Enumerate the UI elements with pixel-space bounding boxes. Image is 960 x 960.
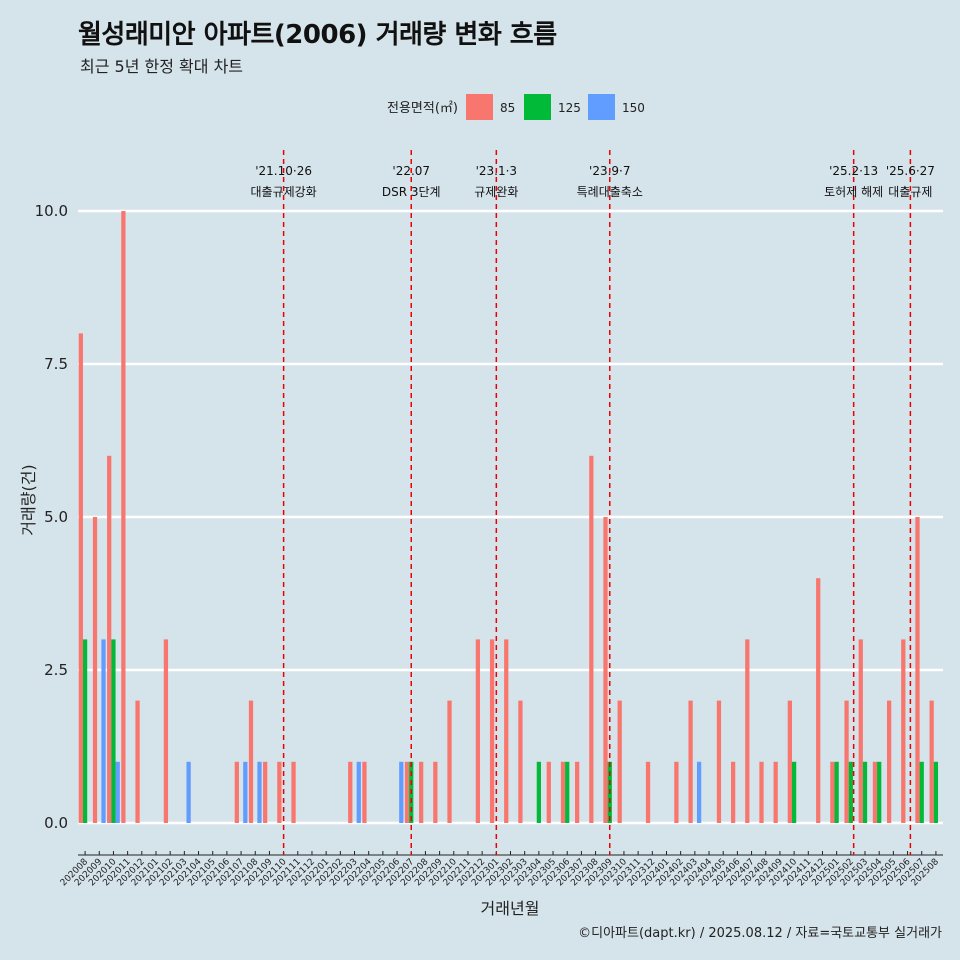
bar-150-202010 bbox=[115, 761, 120, 823]
bar-85-202504 bbox=[872, 761, 878, 823]
bar-85-202209 bbox=[433, 761, 438, 823]
bar-150-202206 bbox=[399, 761, 404, 823]
event-label: 특례대출축소 bbox=[577, 185, 643, 199]
bar-85-202503 bbox=[858, 639, 863, 823]
source-caption: ©디아파트(dapt.kr) / 2025.08.12 / 자료=국토교통부 실… bbox=[578, 926, 942, 941]
bar-85-202312 bbox=[645, 761, 651, 823]
bar-125-202008 bbox=[82, 639, 88, 823]
legend-title: 전용면적(㎡) bbox=[387, 101, 458, 116]
y-tick-label: 2.5 bbox=[44, 661, 68, 679]
bar-85-202107 bbox=[234, 761, 239, 823]
bar-125-202304 bbox=[536, 761, 541, 823]
event-date: '23.1·3 bbox=[476, 164, 517, 178]
bar-85-202408 bbox=[759, 761, 764, 823]
event-label: 대출규제 bbox=[888, 185, 932, 199]
event-date: '23.9·7 bbox=[589, 164, 630, 178]
bar-85-202012 bbox=[135, 700, 140, 823]
event-label: DSR 3단계 bbox=[382, 185, 441, 199]
bar-85-202210 bbox=[447, 700, 452, 823]
bar-150-202009 bbox=[101, 639, 106, 823]
bar-85-202412 bbox=[816, 578, 821, 823]
bar-125-202508 bbox=[933, 761, 939, 823]
legend-swatch-150 bbox=[588, 94, 615, 120]
bar-85-202305 bbox=[546, 761, 551, 823]
bar-85-202508 bbox=[929, 700, 934, 823]
y-axis-title: 거래량(건) bbox=[19, 464, 38, 535]
bar-150-202103 bbox=[186, 761, 191, 823]
bar-85-202506 bbox=[901, 639, 906, 823]
event-label: 규제완화 bbox=[474, 185, 518, 199]
bar-85-202302 bbox=[504, 639, 509, 823]
event-date: '21.10·26 bbox=[255, 164, 312, 178]
event-date: '22.07 bbox=[392, 164, 430, 178]
chart-subtitle: 최근 5년 한정 확대 차트 bbox=[80, 57, 244, 76]
bar-85-202308 bbox=[589, 455, 594, 823]
event-label: 대출규제강화 bbox=[250, 185, 316, 199]
bar-85-202301 bbox=[489, 639, 495, 823]
bar-85-202011 bbox=[121, 211, 126, 823]
bar-85-202409 bbox=[773, 761, 778, 823]
bar-125-202010 bbox=[111, 639, 116, 823]
bar-85-202505 bbox=[886, 700, 892, 823]
bar-125-202410 bbox=[791, 761, 797, 823]
bar-85-202502 bbox=[844, 700, 849, 823]
bar-85-202405 bbox=[716, 700, 722, 823]
bar-125-202501 bbox=[834, 761, 839, 823]
bar-85-202407 bbox=[745, 639, 750, 823]
bar-85-202204 bbox=[362, 761, 367, 823]
event-label: 토허제 해제 bbox=[824, 185, 883, 199]
y-tick-label: 5.0 bbox=[44, 508, 68, 526]
y-tick-label: 7.5 bbox=[44, 355, 68, 373]
chart-title: 월성래미안 아파트(2006) 거래량 변화 흐름 bbox=[78, 20, 557, 50]
bar-85-202507 bbox=[915, 517, 920, 823]
bar-85-202110 bbox=[277, 761, 282, 823]
bar-85-202310 bbox=[617, 700, 622, 823]
bar-85-202203 bbox=[348, 761, 353, 823]
bar-85-202010 bbox=[107, 455, 112, 823]
y-tick-label: 10.0 bbox=[35, 202, 68, 220]
bar-85-202309 bbox=[603, 517, 608, 823]
bar-125-202504 bbox=[877, 761, 882, 823]
legend-label-85: 85 bbox=[500, 101, 515, 115]
bar-85-202108 bbox=[248, 700, 254, 823]
event-date: '25.6·27 bbox=[886, 164, 935, 178]
bar-85-202306 bbox=[560, 761, 566, 823]
bar-125-202507 bbox=[919, 761, 924, 823]
bar-85-202410 bbox=[787, 700, 792, 823]
bar-125-202306 bbox=[565, 761, 570, 823]
bar-85-202403 bbox=[688, 700, 693, 823]
y-tick-label: 0.0 bbox=[44, 814, 68, 832]
bar-85-202402 bbox=[674, 761, 679, 823]
bar-150-202107 bbox=[243, 761, 248, 823]
legend-swatch-125 bbox=[524, 94, 551, 120]
bar-85-202303 bbox=[518, 700, 523, 823]
x-axis-title: 거래년월 bbox=[481, 899, 540, 918]
bar-85-202111 bbox=[291, 761, 296, 823]
bar-85-202208 bbox=[419, 761, 424, 823]
bar-85-202307 bbox=[575, 761, 580, 823]
legend-label-125: 125 bbox=[558, 101, 581, 115]
event-date: '25.2·13 bbox=[829, 164, 878, 178]
legend-label-150: 150 bbox=[622, 101, 645, 115]
bar-150-202108 bbox=[257, 761, 262, 823]
bar-85-202406 bbox=[731, 761, 736, 823]
bar-125-202502 bbox=[848, 761, 853, 823]
bar-85-202102 bbox=[163, 639, 169, 823]
bar-85-202109 bbox=[263, 761, 268, 823]
bar-125-202503 bbox=[862, 761, 868, 823]
bar-150-202403 bbox=[696, 761, 702, 823]
bar-85-202501 bbox=[830, 761, 835, 823]
bar-85-202212 bbox=[475, 639, 481, 823]
bar-85-202008 bbox=[78, 333, 83, 823]
bar-85-202207 bbox=[404, 761, 410, 823]
bar-150-202203 bbox=[356, 761, 361, 823]
bar-85-202009 bbox=[92, 517, 98, 823]
legend-swatch-85 bbox=[466, 94, 493, 120]
